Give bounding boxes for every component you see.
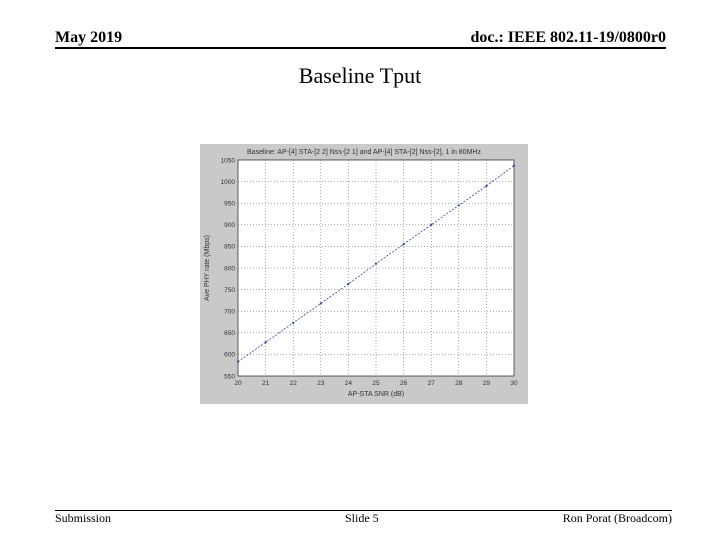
grid-lines	[238, 160, 514, 376]
x-tick-label: 20	[234, 380, 242, 387]
y-tick-label: 850	[224, 244, 235, 251]
footer-rule	[55, 510, 672, 511]
y-tick-label: 1000	[221, 179, 236, 186]
x-tick-label: 21	[262, 380, 270, 387]
data-point	[512, 164, 516, 167]
data-point	[292, 321, 295, 324]
x-tick-label: 23	[317, 380, 325, 387]
header-doc-id: doc.: IEEE 802.11-19/0800r0	[470, 29, 666, 46]
y-tick-label: 900	[224, 222, 235, 229]
x-axis-label: AP-STA SNR (dB)	[348, 391, 404, 398]
footer-author: Ron Porat (Broadcom)	[562, 511, 672, 525]
footer-slide-number: Slide 5	[345, 511, 379, 525]
x-tick-label: 26	[400, 380, 408, 387]
x-tick-label: 29	[483, 380, 491, 387]
y-tick-label: 700	[224, 309, 235, 316]
y-tick-label: 600	[224, 352, 235, 359]
series-group	[236, 164, 516, 363]
x-tick-label: 27	[428, 380, 436, 387]
data-point	[430, 223, 433, 226]
chart-title: Baseline: AP-[4] STA-[2 2] Nss-[2 1] and…	[247, 149, 481, 156]
y-tick-labels: 550 600 650 700 750 800 850 900 950 1000 1050	[221, 157, 236, 380]
data-point	[264, 341, 267, 344]
data-point	[374, 262, 378, 265]
y-tick-label: 550	[224, 373, 235, 380]
y-tick-label: 800	[224, 265, 235, 272]
data-point	[319, 302, 322, 305]
x-tick-label: 22	[290, 380, 298, 387]
chart-figure: Baseline: AP-[4] STA-[2 2] Nss-[2 1] and…	[200, 144, 528, 404]
x-tick-label: 30	[510, 380, 518, 387]
footer-submission: Submission	[55, 511, 112, 525]
y-tick-label: 950	[224, 201, 235, 208]
x-tick-label: 24	[345, 380, 353, 387]
header-date: May 2019	[55, 29, 123, 46]
line-chart: Baseline: AP-[4] STA-[2 2] Nss-[2 1] and…	[204, 149, 518, 398]
slide-title: Baseline Tput	[298, 63, 422, 88]
data-point	[236, 360, 240, 363]
x-tick-label: 25	[372, 380, 380, 387]
data-point	[402, 243, 405, 246]
data-point	[457, 204, 460, 207]
x-tick-label: 28	[455, 380, 463, 387]
data-point	[347, 282, 350, 286]
y-tick-label: 750	[224, 287, 235, 294]
header-rule	[55, 47, 666, 49]
data-point	[485, 184, 488, 188]
y-tick-label: 1050	[221, 157, 236, 164]
x-tick-labels: 20 21 22 23 24 25 26 27 28 29 30	[234, 380, 518, 387]
y-tick-label: 650	[224, 330, 235, 337]
y-axis-label: Ave PHY rate (Mbps)	[204, 235, 211, 301]
